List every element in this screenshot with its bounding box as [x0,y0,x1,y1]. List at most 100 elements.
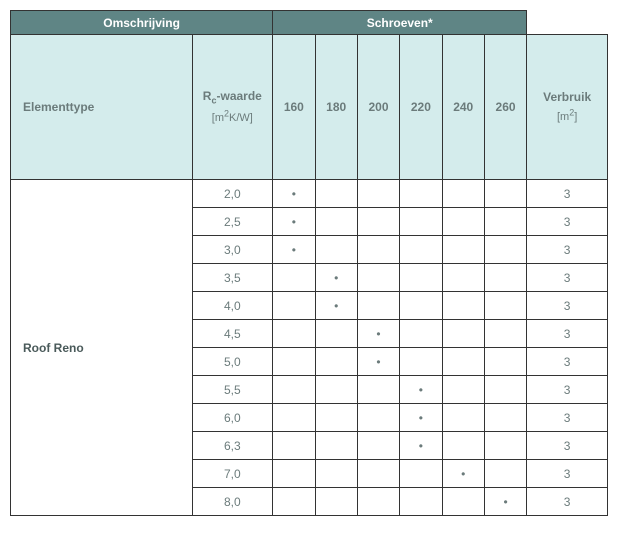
screw-mark [442,180,484,208]
screw-mark [273,376,315,404]
screw-mark: • [315,292,357,320]
verbruik-value: 3 [527,348,608,376]
screw-mark [484,236,526,264]
screw-mark [400,208,442,236]
col-verbruik: Verbruik [m2] [527,35,608,180]
verbruik-value: 3 [527,180,608,208]
col-rc-waarde: Rc-waarde [m2K/W] [192,35,273,180]
screw-mark: • [400,432,442,460]
verbruik-label: Verbruik [543,90,591,104]
element-name-cell: Roof Reno [11,180,193,516]
screw-mark [357,208,399,236]
screw-mark: • [357,348,399,376]
screw-mark [442,348,484,376]
screw-mark [400,180,442,208]
verbruik-value: 3 [527,320,608,348]
col-screw-260: 260 [484,35,526,180]
rc-label: Rc-waarde [203,89,262,103]
screw-mark [357,488,399,516]
screw-mark [315,236,357,264]
screw-mark [273,348,315,376]
screw-mark [400,236,442,264]
screw-mark: • [442,460,484,488]
screw-mark [484,460,526,488]
screw-mark [273,488,315,516]
screw-mark: • [273,180,315,208]
rc-value: 6,0 [192,404,273,432]
verbruik-unit: [m2] [557,111,577,123]
rc-value: 4,5 [192,320,273,348]
screw-mark [442,292,484,320]
header-description: Omschrijving [11,11,273,35]
screw-mark: • [273,236,315,264]
screw-mark [484,320,526,348]
screw-mark [442,264,484,292]
rc-value: 3,5 [192,264,273,292]
screw-mark [273,264,315,292]
screw-mark: • [484,488,526,516]
verbruik-value: 3 [527,208,608,236]
screw-mark [315,208,357,236]
screw-mark: • [273,208,315,236]
screw-spec-table: Omschrijving Schroeven* Elementtype Rc-w… [10,10,608,516]
rc-value: 7,0 [192,460,273,488]
screw-mark [484,376,526,404]
screw-mark [484,432,526,460]
screw-mark: • [400,376,442,404]
screw-mark [273,460,315,488]
screw-mark [357,180,399,208]
screw-mark [400,460,442,488]
verbruik-value: 3 [527,264,608,292]
verbruik-value: 3 [527,292,608,320]
screw-mark [442,404,484,432]
verbruik-value: 3 [527,460,608,488]
screw-mark [315,320,357,348]
rc-value: 5,5 [192,376,273,404]
screw-mark [400,320,442,348]
header-screws: Schroeven* [273,11,527,35]
screw-mark [273,320,315,348]
screw-mark [273,432,315,460]
screw-mark [315,180,357,208]
rc-value: 5,0 [192,348,273,376]
rc-value: 2,5 [192,208,273,236]
screw-mark [442,488,484,516]
rc-value: 3,0 [192,236,273,264]
screw-mark [357,432,399,460]
screw-mark [442,376,484,404]
screw-mark [442,208,484,236]
screw-mark: • [315,264,357,292]
rc-value: 4,0 [192,292,273,320]
screw-mark: • [357,320,399,348]
screw-mark [400,264,442,292]
col-screw-160: 160 [273,35,315,180]
screw-mark [315,488,357,516]
table-row: Roof Reno2,0•3 [11,180,608,208]
screw-mark [484,292,526,320]
verbruik-value: 3 [527,376,608,404]
screw-mark [484,264,526,292]
screw-mark [315,348,357,376]
verbruik-value: 3 [527,488,608,516]
screw-mark [400,292,442,320]
screw-mark [315,460,357,488]
screw-mark [357,264,399,292]
col-screw-220: 220 [400,35,442,180]
screw-mark: • [400,404,442,432]
rc-value: 6,3 [192,432,273,460]
screw-mark [400,348,442,376]
table-body: Roof Reno2,0•32,5•33,0•33,5•34,0•34,5•35… [11,180,608,516]
rc-value: 2,0 [192,180,273,208]
screw-mark [315,432,357,460]
verbruik-value: 3 [527,236,608,264]
rc-value: 8,0 [192,488,273,516]
screw-mark [357,404,399,432]
screw-mark [315,376,357,404]
screw-mark [273,404,315,432]
screw-mark [357,292,399,320]
screw-mark [484,208,526,236]
screw-mark [442,432,484,460]
col-screw-180: 180 [315,35,357,180]
rc-unit: [m2K/W] [212,112,253,124]
screw-mark [400,488,442,516]
